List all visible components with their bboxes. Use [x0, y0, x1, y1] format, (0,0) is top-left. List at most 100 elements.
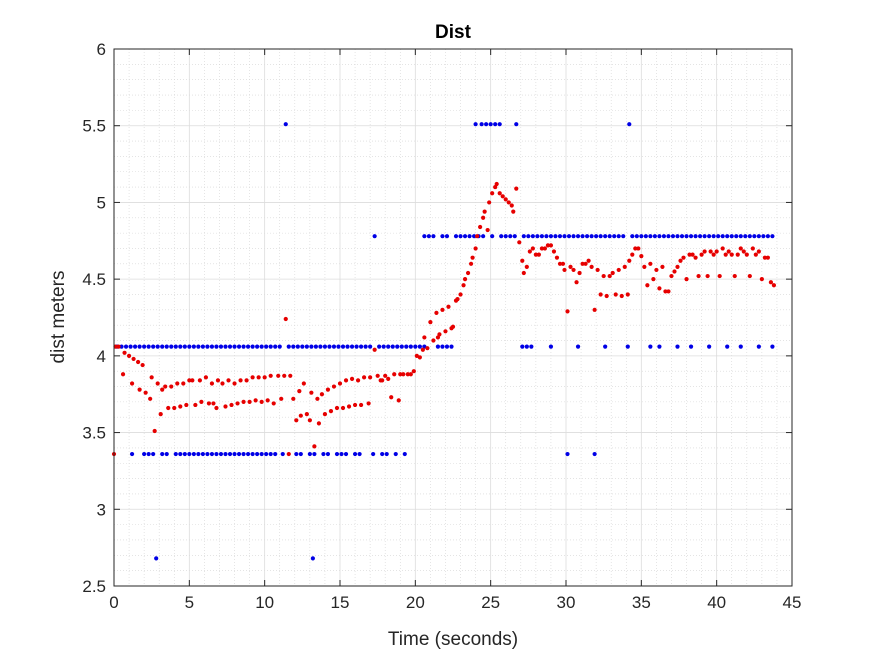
data-point-red	[732, 273, 737, 279]
data-point-blue	[399, 344, 404, 349]
data-point-blue	[241, 344, 246, 349]
data-point-blue	[205, 344, 210, 349]
data-point-blue	[280, 451, 285, 457]
data-point-blue	[508, 234, 513, 239]
data-point-red	[232, 381, 237, 386]
data-point-red	[226, 378, 231, 383]
data-point-red	[279, 396, 284, 401]
data-point-red	[500, 194, 505, 199]
data-point-blue	[738, 234, 743, 239]
data-point-blue	[643, 234, 648, 239]
data-point-blue	[182, 451, 187, 457]
data-point-red	[627, 258, 632, 263]
data-point-blue	[325, 451, 331, 457]
data-point-blue	[607, 234, 612, 239]
data-point-red	[271, 401, 276, 406]
data-point-red	[276, 373, 281, 378]
data-point-red	[554, 255, 560, 260]
data-point-red	[717, 273, 722, 279]
data-point-red	[440, 307, 445, 312]
data-point-blue	[697, 234, 703, 239]
data-point-blue	[761, 234, 766, 239]
data-point-red	[636, 246, 641, 251]
data-point-blue	[467, 234, 472, 239]
data-point-blue	[187, 451, 192, 457]
data-point-red	[530, 246, 535, 251]
data-point-blue	[218, 451, 224, 457]
x-tick-label: 20	[406, 593, 425, 612]
x-tick-label: 25	[481, 593, 500, 612]
data-point-red	[184, 402, 189, 408]
data-point-blue	[616, 234, 621, 239]
data-point-blue	[526, 234, 531, 239]
x-tick-label: 5	[185, 593, 194, 612]
data-point-blue	[381, 344, 386, 349]
data-point-blue	[679, 234, 685, 239]
data-point-red	[199, 399, 204, 404]
data-point-red	[411, 369, 416, 374]
data-point-blue	[666, 234, 671, 239]
data-point-blue	[426, 234, 431, 239]
data-point-red	[140, 362, 145, 368]
data-point-red	[458, 292, 463, 297]
x-axis-label: Time (seconds)	[388, 629, 518, 650]
data-point-red	[389, 395, 394, 400]
data-point-red	[241, 399, 246, 404]
data-point-red	[158, 412, 163, 417]
data-point-red	[536, 252, 541, 257]
data-point-red	[753, 252, 758, 257]
data-point-blue	[639, 234, 644, 239]
data-point-red	[401, 372, 406, 377]
data-point-red	[431, 338, 436, 343]
data-point-red	[297, 389, 302, 394]
data-point-blue	[146, 344, 151, 349]
data-point-red	[759, 277, 764, 282]
data-point-blue	[612, 234, 617, 239]
data-point-red	[197, 378, 202, 383]
data-point-red	[398, 372, 403, 377]
data-point-blue	[479, 122, 484, 127]
data-point-red	[548, 243, 554, 248]
major-grid	[113, 48, 793, 587]
data-point-red	[334, 405, 340, 411]
data-point-red	[747, 273, 752, 279]
data-point-blue	[151, 344, 156, 349]
data-point-red	[517, 240, 522, 245]
y-tick-label: 5.5	[82, 117, 106, 136]
data-point-blue	[458, 234, 463, 239]
data-point-blue	[205, 451, 210, 457]
data-point-red	[143, 390, 148, 395]
data-point-red	[372, 347, 377, 352]
data-point-red	[520, 258, 525, 263]
data-point-red	[307, 418, 312, 423]
data-point-blue	[259, 344, 264, 349]
data-point-red	[465, 270, 471, 276]
data-point-red	[166, 405, 171, 411]
data-point-blue	[390, 344, 395, 349]
data-point-red	[148, 396, 153, 401]
data-point-blue	[440, 234, 445, 239]
data-point-blue	[223, 344, 228, 349]
data-point-red	[613, 292, 618, 297]
data-point-blue	[352, 451, 358, 457]
data-point-red	[247, 399, 252, 404]
data-point-red	[250, 375, 255, 380]
data-point-red	[756, 249, 761, 254]
chart-title: Dist	[435, 22, 472, 43]
x-tick-label: 0	[109, 593, 118, 612]
data-point-red	[343, 378, 349, 383]
data-point-red	[283, 316, 288, 322]
data-point-blue	[625, 344, 630, 349]
data-point-red	[768, 280, 774, 285]
data-point-red	[705, 273, 710, 279]
data-point-blue	[493, 122, 498, 127]
data-point-red	[699, 252, 704, 257]
data-point-red	[678, 258, 683, 263]
data-point-blue	[200, 451, 205, 457]
data-point-blue	[241, 451, 246, 457]
data-point-blue	[277, 344, 282, 349]
data-point-blue	[598, 234, 603, 239]
data-point-blue	[164, 344, 169, 349]
data-point-blue	[453, 234, 459, 239]
